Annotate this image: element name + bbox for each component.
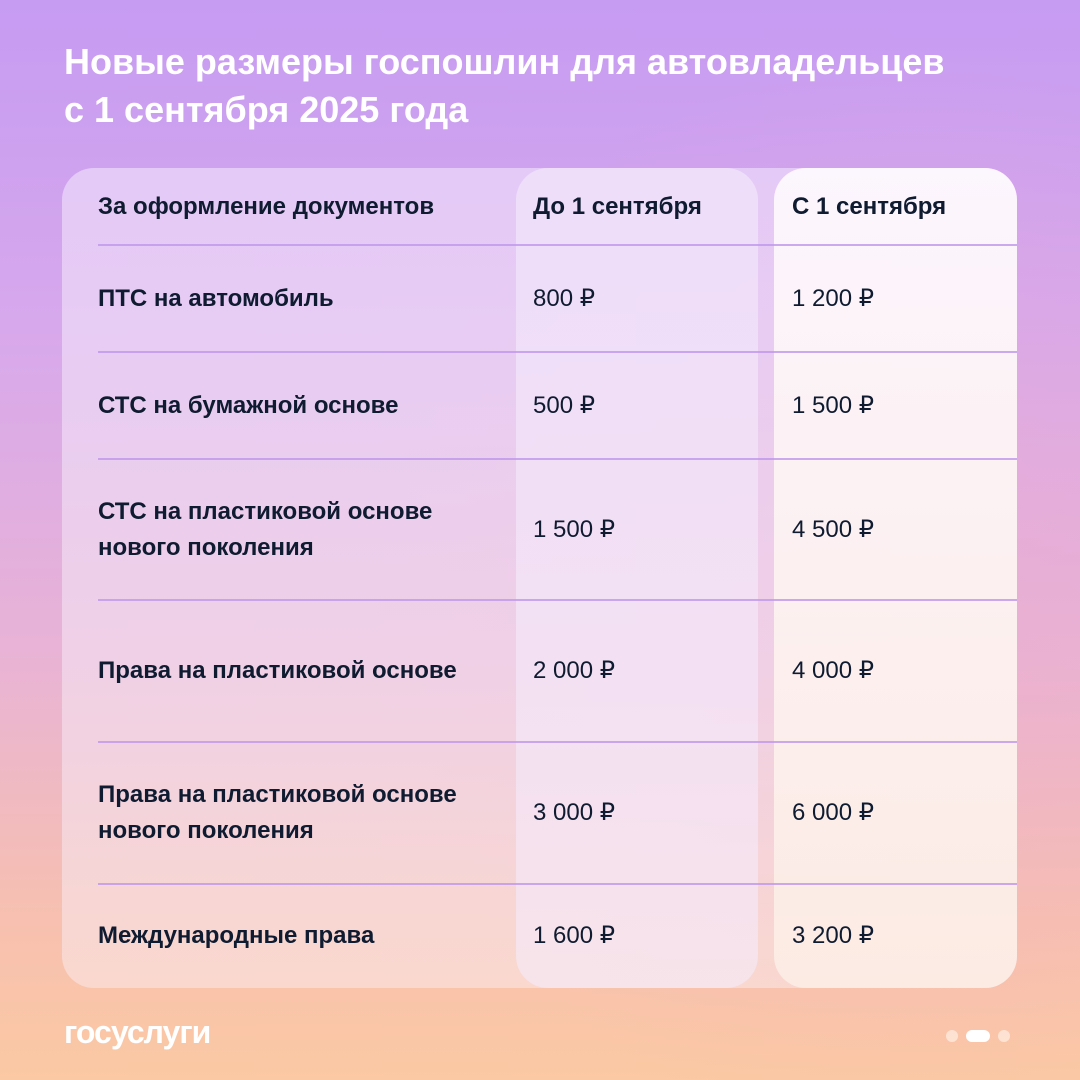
- row-divider: [98, 458, 1017, 460]
- before-fee-cell: 1 600 ₽: [533, 922, 615, 949]
- before-fee-cell: 3 000 ₽: [533, 799, 615, 826]
- before-fee-cell: 800 ₽: [533, 284, 595, 312]
- row-divider: [98, 351, 1017, 353]
- row-divider: [98, 244, 1017, 246]
- header-document: За оформление документов: [98, 192, 435, 220]
- title-line-1: Новые размеры госпошлин для автовладельц…: [64, 41, 945, 82]
- after-column-panel: [774, 168, 1017, 988]
- page-dot-active[interactable]: [966, 1030, 990, 1042]
- title-line-2: с 1 сентября 2025 года: [64, 89, 469, 130]
- after-fee-cell: 4 500 ₽: [792, 515, 874, 543]
- page-dot[interactable]: [946, 1030, 958, 1042]
- gosuslugi-logo: госуслуги: [64, 1014, 211, 1050]
- before-column-panel: [516, 168, 758, 988]
- row-divider: [98, 883, 1017, 885]
- header-before: До 1 сентября: [533, 192, 702, 220]
- document-cell: ПТС на автомобиль: [98, 284, 334, 312]
- document-cell: Права на пластиковой основе: [98, 657, 457, 684]
- before-fee-cell: 2 000 ₽: [533, 657, 615, 684]
- page-dot[interactable]: [998, 1030, 1010, 1042]
- row-divider: [98, 599, 1017, 601]
- after-fee-cell: 6 000 ₽: [792, 799, 874, 826]
- before-fee-cell: 500 ₽: [533, 391, 595, 419]
- document-cell: СТС на пластиковой основе нового поколен…: [98, 497, 433, 561]
- after-fee-cell: 1 200 ₽: [792, 284, 874, 312]
- after-fee-cell: 3 200 ₽: [792, 922, 874, 949]
- page-title: Новые размеры госпошлин для автовладельц…: [64, 38, 945, 134]
- header-after: С 1 сентября: [792, 192, 947, 220]
- after-fee-cell: 4 000 ₽: [792, 657, 874, 684]
- after-fee-cell: 1 500 ₽: [792, 391, 874, 419]
- document-cell: Права на пластиковой основе нового покол…: [98, 781, 457, 844]
- document-cell: Международные права: [98, 922, 375, 949]
- pagination-dots: [946, 1030, 1010, 1042]
- row-divider: [98, 741, 1017, 743]
- document-cell: СТС на бумажной основе: [98, 391, 399, 419]
- before-fee-cell: 1 500 ₽: [533, 515, 615, 543]
